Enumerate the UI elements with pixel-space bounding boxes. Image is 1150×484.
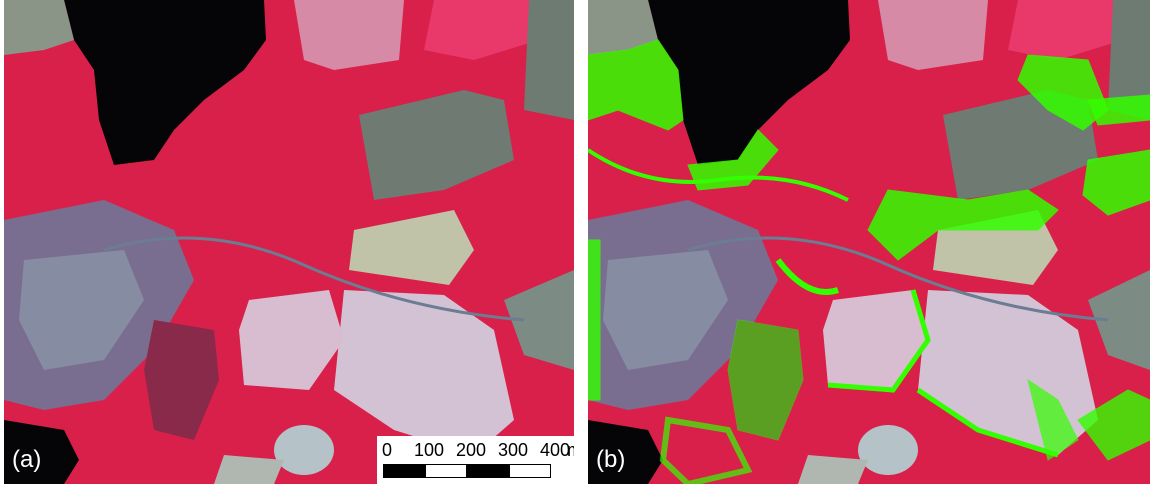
scale-tick-400: 400 <box>539 440 571 460</box>
panel-label-b: (b) <box>596 446 626 473</box>
scale-tick-100: 100 <box>413 440 445 460</box>
scale-segment-1 <box>383 464 425 478</box>
panel-label-a: (a) <box>12 446 42 473</box>
map-panel-a: (a) 0 100 200 300 400 m <box>4 0 574 484</box>
scale-tick-200: 200 <box>455 440 487 460</box>
scale-segment-3 <box>467 464 509 478</box>
scale-unit: m <box>567 440 574 461</box>
scale-tick-0: 0 <box>381 440 393 460</box>
scale-segment-4 <box>509 464 551 478</box>
scale-segment-2 <box>425 464 467 478</box>
classified-image-b <box>588 0 1150 484</box>
scale-bar: 0 100 200 300 400 m <box>377 436 574 484</box>
false-color-image-a <box>4 0 574 484</box>
map-panel-b: (b) <box>588 0 1150 484</box>
scale-tick-300: 300 <box>497 440 529 460</box>
